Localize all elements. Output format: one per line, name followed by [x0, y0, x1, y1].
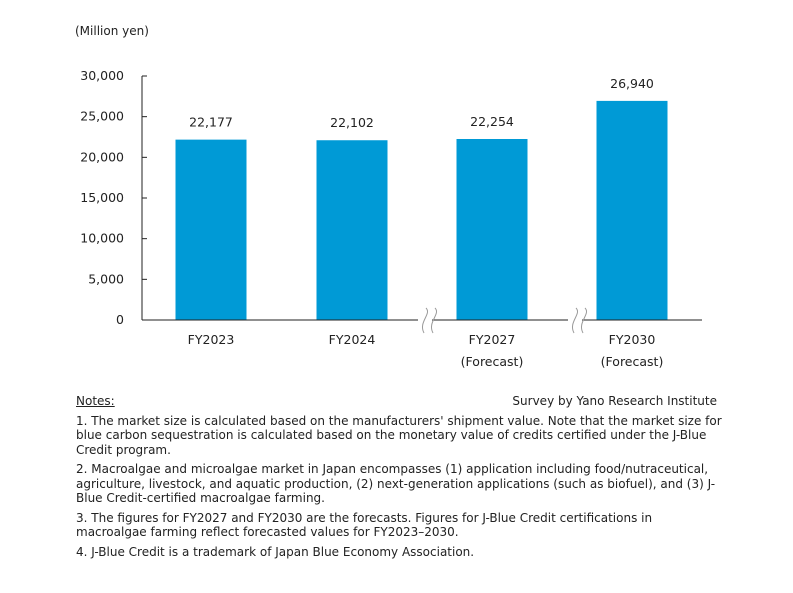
bar — [456, 139, 528, 320]
note-item: 3. The figures for FY2027 and FY2030 are… — [76, 510, 653, 540]
bar-chart: 0 5,000 10,000 15,000 20,000 25,000 30,000 22,1… — [80, 68, 702, 369]
x-tick-label: FY2030 — [609, 332, 656, 347]
y-tick-label: 20,000 — [80, 149, 124, 164]
axis-break-gap — [418, 319, 432, 322]
note-item: 4. J-Blue Credit is a trademark of Japan… — [76, 544, 475, 559]
x-tick-sublabel: (Forecast) — [461, 354, 524, 369]
note-item: 1. The market size is calculated based o… — [76, 413, 722, 457]
y-tick-label: 5,000 — [88, 271, 124, 286]
data-label: 22,254 — [470, 114, 514, 129]
axis-break-mark — [572, 307, 578, 334]
source-text: Survey by Yano Research Institute — [512, 394, 717, 408]
x-tick-label: FY2027 — [469, 332, 516, 347]
axis-break-gap — [568, 319, 582, 322]
notes-title: Notes: — [76, 394, 115, 408]
y-tick-label: 25,000 — [80, 109, 124, 124]
bar — [175, 139, 247, 320]
note-item: 2. Macroalgae and microalgae market in J… — [76, 462, 716, 505]
unit-label: (Million yen) — [75, 24, 149, 38]
axis-break-mark — [431, 307, 437, 334]
axis-break-mark — [422, 307, 428, 334]
y-tick-label: 15,000 — [80, 190, 124, 205]
data-label: 22,102 — [330, 115, 374, 130]
data-label: 22,177 — [189, 115, 233, 130]
x-tick-label: FY2023 — [188, 332, 235, 347]
y-tick-label: 0 — [116, 312, 124, 327]
notes: Notes: 1. The market size is calculated … — [76, 394, 726, 564]
axis-break-mark — [581, 307, 587, 334]
data-label: 26,940 — [610, 76, 654, 91]
x-tick-label: FY2024 — [329, 332, 376, 347]
x-tick-sublabel: (Forecast) — [601, 354, 664, 369]
bar — [596, 100, 668, 320]
bar — [316, 140, 388, 320]
y-tick-label: 30,000 — [80, 68, 124, 83]
y-tick-label: 10,000 — [80, 231, 124, 246]
